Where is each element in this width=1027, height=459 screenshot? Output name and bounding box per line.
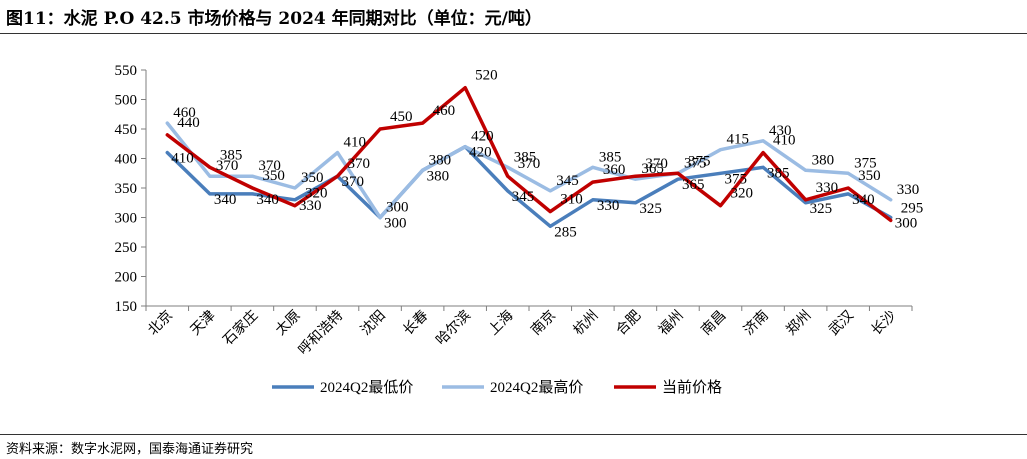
data-label: 325 [639, 201, 662, 217]
x-tick-label: 南昌 [698, 308, 729, 339]
data-label: 310 [560, 192, 583, 208]
series-layer [165, 85, 893, 229]
series-line [165, 121, 893, 220]
chart-axes: 150 200 250 300 350 400 450 500 550 北京 天津 石家庄 太原呼和浩特… [115, 63, 913, 358]
data-label: 330 [299, 198, 322, 214]
x-tick-label: 济南 [741, 308, 772, 339]
y-tick-label: 550 [115, 63, 138, 79]
data-label: 380 [427, 168, 450, 184]
y-tick-label: 350 [115, 181, 138, 197]
data-label: 520 [475, 68, 498, 84]
data-label: 385 [220, 147, 243, 163]
x-tick-label: 南京 [528, 308, 559, 339]
data-label: 460 [433, 103, 456, 119]
data-label: 375 [688, 153, 711, 169]
data-label: 340 [256, 192, 279, 208]
y-tick-label: 450 [115, 122, 138, 138]
data-label: 345 [512, 189, 535, 205]
source-rule [0, 434, 1027, 435]
data-label: 370 [645, 156, 668, 172]
x-tick-label: 呼和浩特 [295, 308, 346, 359]
data-label: 420 [469, 145, 492, 161]
data-label: 460 [173, 105, 196, 121]
legend-label: 2024Q2最低价 [320, 379, 413, 396]
data-label: 370 [342, 174, 365, 190]
data-label: 330 [816, 180, 839, 196]
data-label: 385 [767, 165, 790, 181]
data-label: 365 [682, 177, 705, 193]
data-label: 325 [810, 201, 833, 217]
data-label: 370 [348, 156, 371, 172]
x-tick-label: 上海 [485, 308, 516, 339]
x-tick-label: 沈阳 [358, 308, 389, 339]
data-label: 350 [262, 168, 285, 184]
data-label: 385 [514, 149, 537, 165]
data-label: 365 [641, 161, 664, 177]
data-label: 440 [177, 115, 200, 131]
data-label: 330 [597, 198, 620, 214]
x-tick-label: 哈尔滨 [433, 308, 474, 349]
y-tick-label: 300 [115, 211, 138, 227]
data-label: 330 [897, 182, 920, 198]
data-label: 375 [854, 155, 877, 171]
data-label: 450 [390, 109, 413, 125]
source-note: 资料来源：数字水泥网，国泰海通证券研究 [6, 442, 254, 457]
chart-title: 图11：水泥 P.O 42.5 市场价格与 2024 年同期对比（单位：元/吨） [6, 9, 542, 29]
y-tick-label: 200 [115, 270, 138, 286]
data-label: 410 [773, 133, 796, 149]
data-label: 420 [471, 129, 494, 145]
x-tick-label: 福州 [656, 308, 687, 339]
series-line [165, 144, 893, 229]
data-label: 370 [518, 156, 541, 172]
data-label: 360 [603, 162, 626, 178]
data-label: 300 [386, 200, 409, 216]
data-label: 320 [731, 186, 754, 202]
line-chart: 150 200 250 300 350 400 450 500 550 北京 天津 石家庄 太原呼和浩特… [115, 63, 924, 396]
x-tick-label: 杭州 [571, 308, 602, 339]
y-tick-label: 400 [115, 152, 138, 168]
data-label: 380 [812, 152, 835, 168]
data-label: 300 [384, 216, 407, 232]
x-tick-label: 郑州 [783, 308, 814, 339]
data-label: 375 [684, 155, 707, 171]
x-tick-label: 长沙 [868, 308, 899, 339]
legend: 2024Q2最低价 2024Q2最高价 当前价格 [272, 379, 722, 396]
data-label: 320 [305, 186, 328, 202]
title-rule [0, 33, 1027, 34]
data-label: 285 [554, 224, 577, 240]
x-tick-label: 太原 [273, 308, 304, 339]
data-label: 340 [214, 192, 237, 208]
data-label: 415 [727, 132, 750, 148]
x-tick-label: 武汉 [826, 308, 857, 339]
y-tick-label: 250 [115, 240, 138, 256]
data-label: 375 [725, 171, 748, 187]
data-label: 380 [429, 152, 452, 168]
data-label: 300 [895, 216, 918, 232]
data-label: 350 [301, 170, 324, 186]
y-tick-label: 150 [115, 299, 138, 315]
legend-label: 当前价格 [662, 379, 722, 396]
x-tick-label: 石家庄 [219, 307, 261, 349]
legend-label: 2024Q2最高价 [490, 379, 583, 396]
data-label: 410 [344, 135, 367, 151]
x-tick-label: 合肥 [613, 308, 644, 339]
data-label: 370 [258, 158, 281, 174]
data-label: 295 [901, 200, 924, 216]
data-label: 345 [556, 173, 579, 189]
data-label: 410 [171, 151, 194, 167]
data-label: 370 [216, 158, 239, 174]
y-tick-label: 500 [115, 93, 138, 109]
data-label: 340 [852, 192, 875, 208]
data-label: 350 [858, 168, 881, 184]
data-label: 385 [599, 149, 622, 165]
x-tick-label: 天津 [188, 308, 219, 339]
data-label: 430 [769, 123, 792, 139]
series-line [165, 85, 893, 223]
x-tick-label: 北京 [145, 308, 176, 339]
x-tick-label: 长春 [400, 308, 431, 339]
